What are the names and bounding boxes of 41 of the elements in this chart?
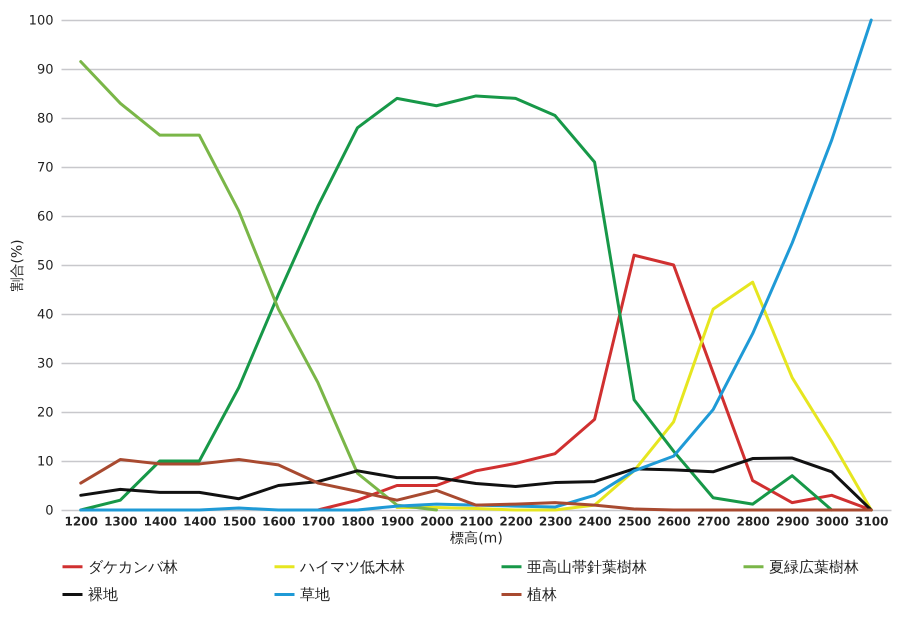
legend-label: 夏緑広葉樹林	[769, 558, 859, 576]
x-tick-label: 2500	[618, 514, 652, 528]
x-tick-label: 1800	[341, 514, 375, 528]
y-tick-label: 30	[36, 356, 54, 372]
x-tick-label: 1500	[222, 514, 256, 528]
legend-label: ハイマツ低木林	[299, 558, 405, 576]
x-tick-label: 1200	[64, 514, 98, 528]
x-tick-label: 2800	[736, 514, 770, 528]
y-tick-label: 80	[36, 112, 54, 126]
x-tick-label: 2100	[460, 514, 494, 528]
x-tick-label: 1400	[183, 514, 217, 528]
x-tick-label: 1700	[302, 514, 336, 528]
y-tick-label: 90	[36, 62, 54, 78]
legend-label: 亜高山帯針葉樹林	[527, 558, 647, 576]
legend-label: ダケカンバ林	[88, 558, 178, 576]
y-tick-label: 60	[36, 210, 54, 224]
y-tick-label: 10	[36, 454, 54, 470]
y-axis-title: 割合(%)	[10, 239, 26, 292]
y-tick-label: 70	[36, 160, 54, 176]
x-axis-title: 標高(m)	[450, 530, 503, 546]
x-tick-label: 3000	[816, 514, 849, 528]
x-tick-label: 2900	[776, 514, 810, 528]
x-tick-label: 1300	[104, 514, 138, 528]
y-tick-label: 50	[36, 258, 54, 274]
x-tick-label: 1400	[144, 514, 178, 528]
legend-label: 植林	[527, 586, 557, 604]
y-tick-label: 20	[36, 406, 54, 420]
y-tick-label: 40	[36, 308, 54, 322]
x-tick-label: 2600	[657, 514, 691, 528]
y-tick-label: 0	[45, 504, 54, 518]
x-tick-label: 3100	[855, 514, 888, 528]
legend-label: 草地	[300, 586, 330, 604]
x-tick-label: 2700	[696, 514, 730, 528]
x-tick-label: 2200	[499, 514, 533, 528]
y-tick-label: 100	[28, 14, 54, 28]
x-tick-label: 2300	[538, 514, 572, 528]
legend-label: 裸地	[88, 586, 118, 604]
x-tick-label: 1900	[380, 514, 414, 528]
x-tick-label: 2400	[578, 514, 612, 528]
x-tick-label: 1600	[262, 514, 296, 528]
x-tick-label: 2000	[420, 514, 454, 528]
